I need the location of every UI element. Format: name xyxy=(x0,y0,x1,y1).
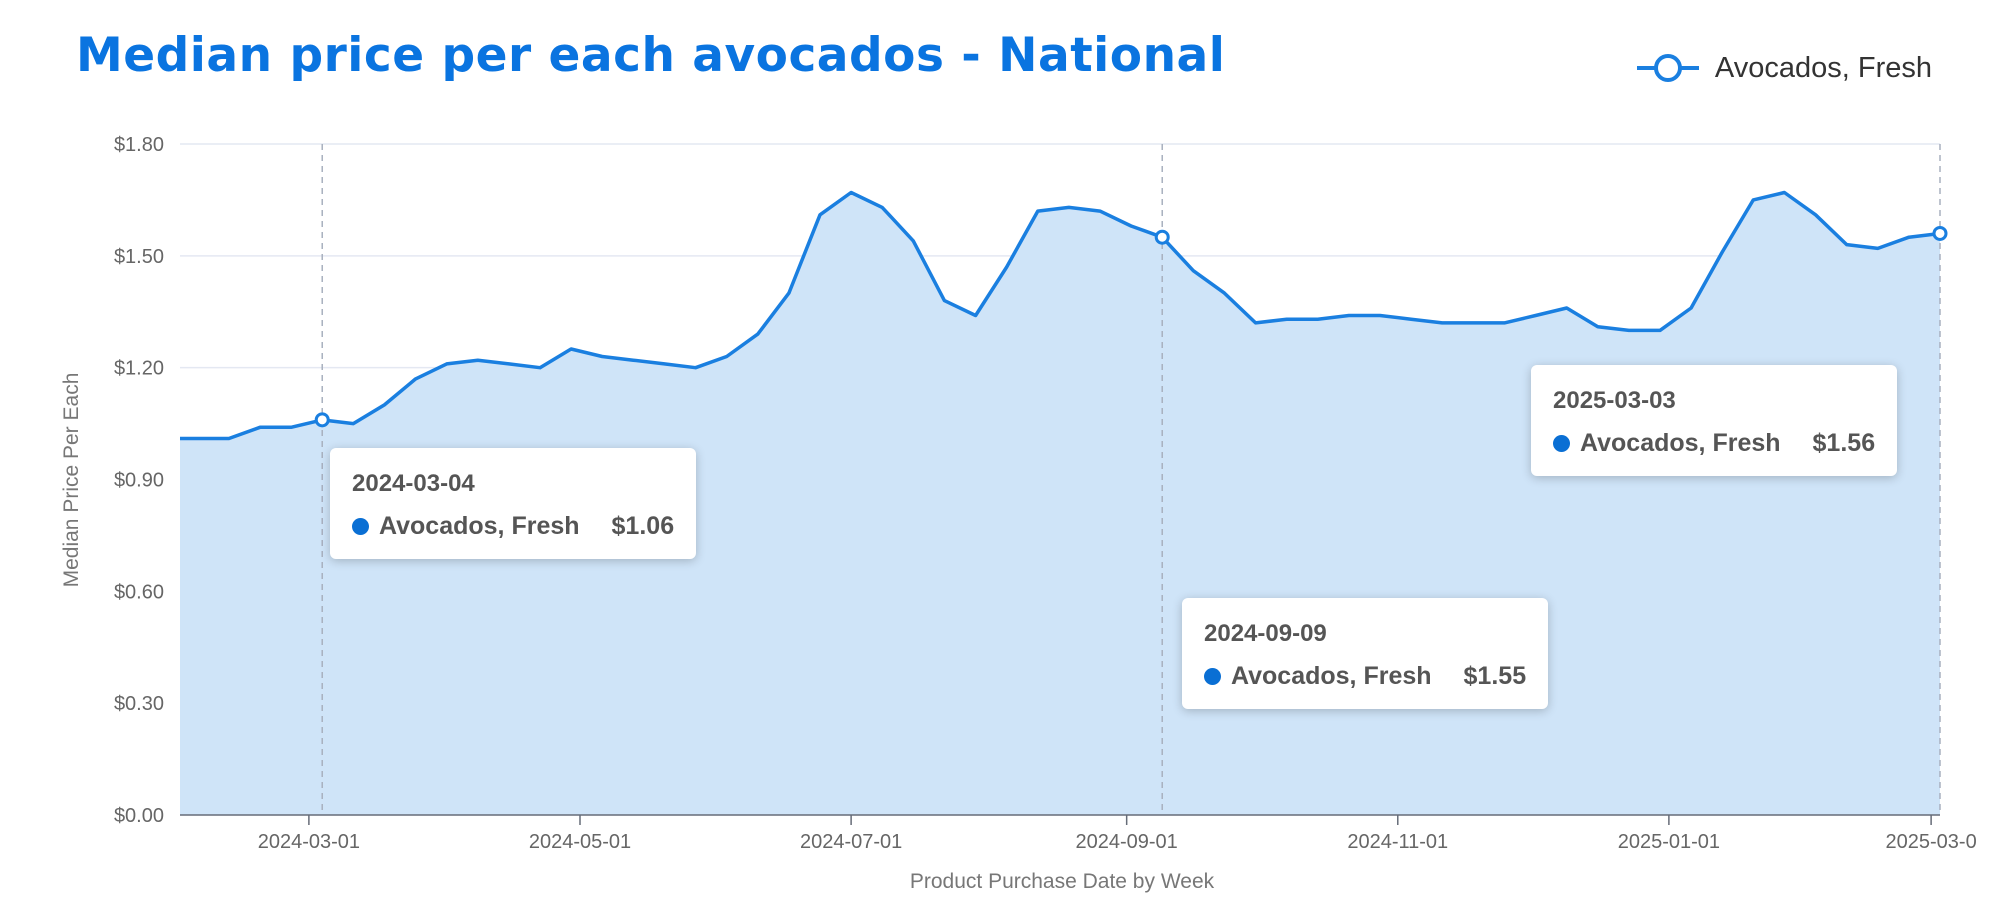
chart-title: Median price per each avocados - Nationa… xyxy=(76,28,1226,83)
hover-marker xyxy=(1154,229,1170,245)
tooltip: 2024-03-04 Avocados, Fresh $1.06 xyxy=(330,448,697,559)
legend-marker-icon xyxy=(1636,54,1699,82)
tooltip-series: Avocados, Fresh xyxy=(1580,429,1781,457)
y-tick-label: $1.20 xyxy=(114,358,164,380)
y-axis-title: Median Price Per Each xyxy=(60,373,83,588)
series-dot-icon xyxy=(1553,435,1570,452)
tooltip-value: $1.55 xyxy=(1463,662,1527,690)
y-tick-label: $0.00 xyxy=(114,805,164,827)
axes: $0.00 $0.30 $0.60 $0.90 $1.20 $1.50 $1.80 2024-… xyxy=(114,134,1977,853)
series-dot-icon xyxy=(352,518,369,535)
x-tick-label: 2024-11-01 xyxy=(1347,831,1448,853)
legend-label: Avocados, Fresh xyxy=(1714,51,1932,84)
x-tick-label: 2024-09-01 xyxy=(1076,831,1178,853)
y-tick-label: $0.30 xyxy=(114,693,164,715)
x-tick-label: 2025-01-01 xyxy=(1618,831,1720,853)
x-tick-label: 2024-05-01 xyxy=(529,831,631,853)
y-tick-label: $1.50 xyxy=(114,246,164,268)
hover-marker xyxy=(1932,225,1948,241)
tooltip-value: $1.56 xyxy=(1812,429,1876,457)
crosshairs xyxy=(321,144,1941,815)
y-tick-label: $0.90 xyxy=(114,470,164,492)
tooltip-date: 2024-03-04 xyxy=(352,470,475,497)
tooltip: 2025-03-03 Avocados, Fresh $1.56 xyxy=(1531,365,1898,476)
x-axis-title: Product Purchase Date by Week xyxy=(910,870,1215,893)
series-line xyxy=(180,190,1941,441)
y-tick-label: $1.80 xyxy=(114,134,164,156)
series-line-path xyxy=(180,190,1941,441)
tooltip-value: $1.06 xyxy=(611,512,675,540)
hover-marker xyxy=(314,412,330,428)
x-tick-label: 2025-03-0 xyxy=(1886,831,1977,853)
tooltip: 2024-09-09 Avocados, Fresh $1.55 xyxy=(1182,598,1549,709)
legend[interactable]: Avocados, Fresh xyxy=(1635,50,1932,86)
tooltip-date: 2025-03-03 xyxy=(1553,387,1676,414)
x-tick-label: 2024-07-01 xyxy=(800,831,902,853)
x-tick-label: 2024-03-01 xyxy=(258,831,360,853)
series-dot-icon xyxy=(1204,668,1221,685)
hover-markers xyxy=(314,225,1948,428)
y-tick-label: $0.60 xyxy=(114,581,164,603)
tooltip-series: Avocados, Fresh xyxy=(379,512,580,540)
tooltip-date: 2024-09-09 xyxy=(1204,620,1327,647)
tooltip-series: Avocados, Fresh xyxy=(1231,662,1432,690)
